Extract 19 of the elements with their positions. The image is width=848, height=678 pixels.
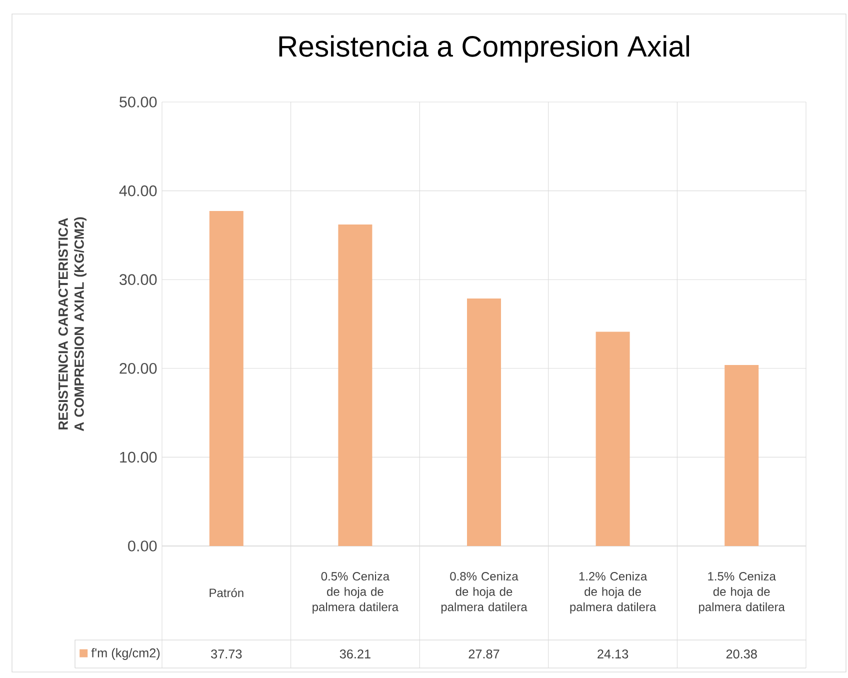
chart-title: Resistencia a Compresion Axial xyxy=(279,35,690,63)
x-tick-label: 0.8% Ceniza de hoja de palmera datilera xyxy=(441,572,528,614)
y-tick-label: 0.00 xyxy=(128,540,157,552)
x-tick-label: 0.5% Ceniza de hoja de palmera datilera xyxy=(312,572,399,614)
y-tick-label: 50.00 xyxy=(120,96,157,108)
data-label: 24.13 xyxy=(598,650,628,658)
legend-label: f'm (kg/cm2) xyxy=(91,648,160,660)
y-tick-label: 20.00 xyxy=(120,362,157,374)
x-tick-label: 1.5% Ceniza de hoja de palmera datilera xyxy=(699,572,785,614)
data-label: 37.73 xyxy=(211,650,242,658)
data-label: 20.38 xyxy=(726,650,757,658)
y-tick-label: 10.00 xyxy=(120,452,157,463)
y-tick-label: 30.00 xyxy=(120,274,157,286)
data-label: 36.21 xyxy=(340,650,370,658)
x-tick-label: Patrón xyxy=(210,588,244,598)
y-tick-label: 40.00 xyxy=(119,185,157,196)
x-tick-label: 1.2% Ceniza de hoja de palmera datilera xyxy=(570,572,656,614)
y-axis-title: RESISTENCIA CARACTERISTICA A COMPRESION AXIAL (KG/CM2) xyxy=(58,217,87,432)
data-label: 27.87 xyxy=(468,650,500,658)
